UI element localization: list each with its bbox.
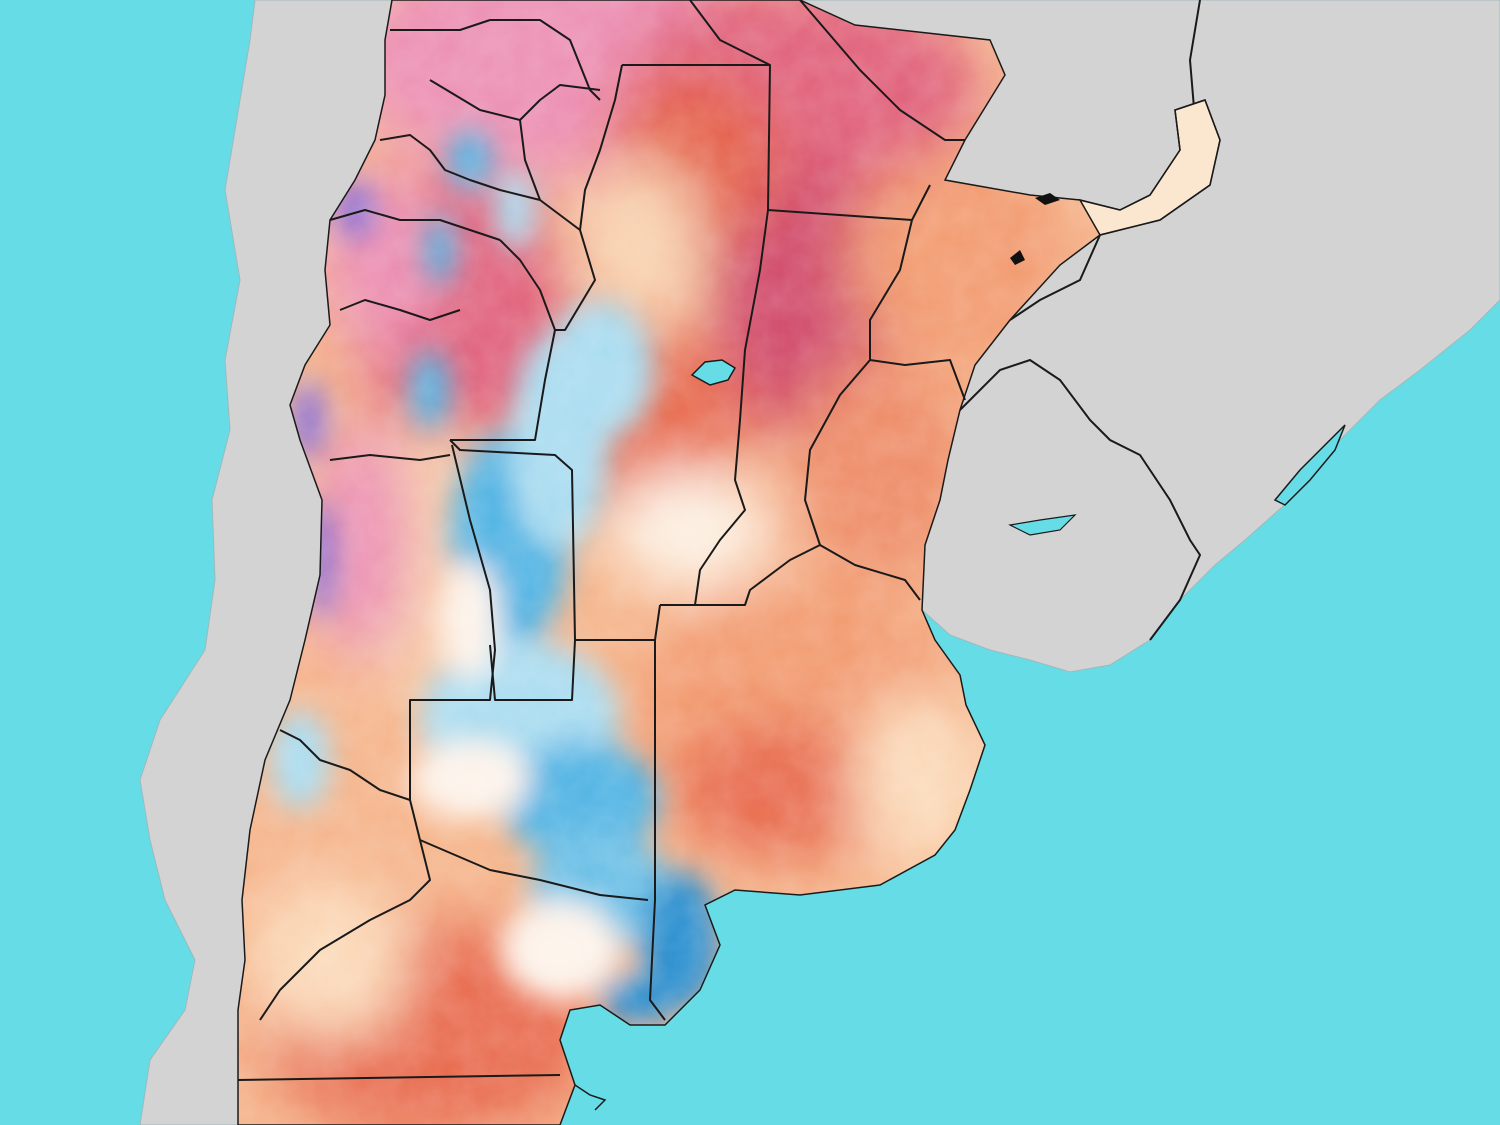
border-islands xyxy=(1035,193,1060,205)
laguna-merin xyxy=(1273,424,1346,506)
province-borders xyxy=(237,0,966,1081)
uruguay-lake xyxy=(1008,514,1077,536)
ibera-marsh xyxy=(1010,250,1025,265)
southern-coast xyxy=(574,1084,607,1111)
mar-chiquita-lake xyxy=(690,359,737,386)
uruguay-border xyxy=(959,358,1202,641)
